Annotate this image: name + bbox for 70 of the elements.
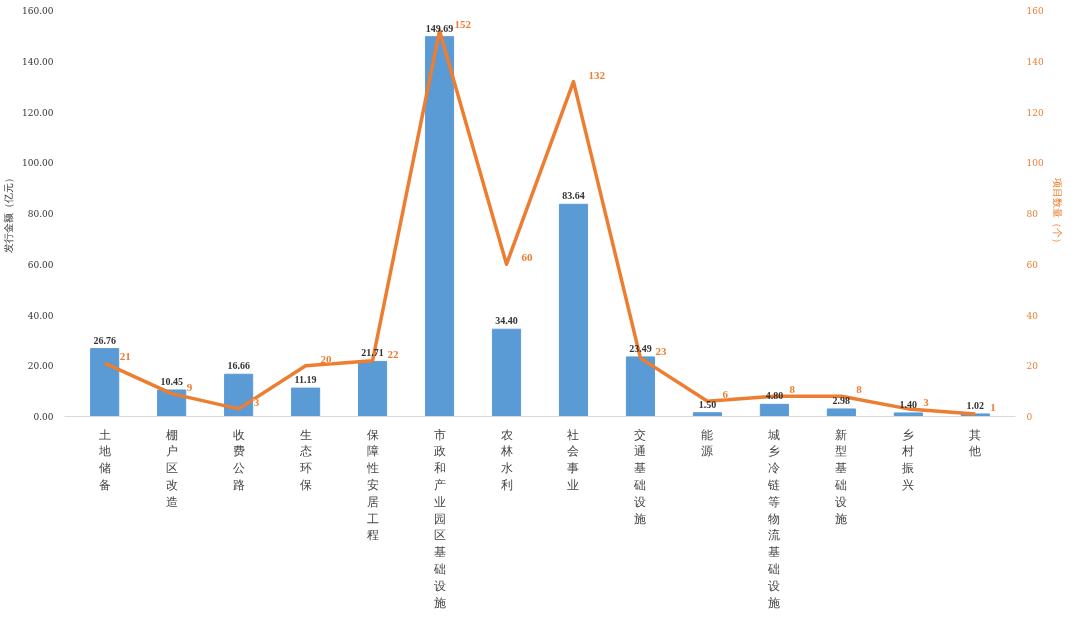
data-label: 1 xyxy=(990,400,996,413)
y2-tick-label: 0 xyxy=(1026,412,1033,422)
y-tick-label: 100.00 xyxy=(22,158,54,169)
x-tick-label: 能源 xyxy=(701,427,714,459)
x-tick-label: 收费公路 xyxy=(232,427,245,492)
data-label: 3 xyxy=(923,395,930,408)
y2-axis-title: 项目数量（个） xyxy=(1051,178,1063,249)
y-axis-title: 发行金额（亿元） xyxy=(3,173,15,254)
y2-tick-label: 140 xyxy=(1026,56,1044,67)
y-tick-label: 160.00 xyxy=(22,6,54,16)
bar xyxy=(291,387,321,417)
data-label: 9 xyxy=(186,380,193,393)
y2-tick-label: 80 xyxy=(1026,209,1039,219)
bar xyxy=(826,408,856,417)
x-tick-label: 新型基础设施 xyxy=(834,427,848,526)
data-label: 20 xyxy=(320,352,333,365)
y2-tick-label: 100 xyxy=(1026,158,1044,169)
category-label: 城乡冷链等物流基础设施 xyxy=(768,427,781,610)
x-tick-label: 土地储备 xyxy=(97,427,111,492)
data-label: 22 xyxy=(387,347,400,360)
bar xyxy=(358,360,388,417)
y2-tick-label: 40 xyxy=(1026,310,1039,321)
data-label: 132 xyxy=(588,68,606,81)
data-label: 26.76 xyxy=(93,334,116,346)
x-tick-label: 社会事业 xyxy=(567,427,580,492)
x-tick-label: 生态环保 xyxy=(298,427,312,492)
y-tick-label: 40.00 xyxy=(27,310,54,321)
bar xyxy=(759,403,789,417)
y-tick-label: 120.00 xyxy=(22,107,54,118)
data-label: 3 xyxy=(253,395,260,408)
y-tick-label: 20.00 xyxy=(27,361,54,372)
data-label: 11.19 xyxy=(294,374,317,386)
data-label: 34.40 xyxy=(495,315,518,327)
bar xyxy=(893,412,923,417)
y2-tick-label: 60 xyxy=(1026,259,1039,270)
x-tick-label: 交通基础设施 xyxy=(633,427,647,526)
bar xyxy=(692,412,722,417)
x-tick-label: 农林水利 xyxy=(499,427,513,492)
data-label: 21 xyxy=(119,350,131,363)
bar xyxy=(424,36,455,417)
y-tick-label: 0.00 xyxy=(33,412,54,422)
data-label: 1.40 xyxy=(899,398,918,410)
x-tick-label: 其他 xyxy=(969,427,982,459)
y2-tick-label: 20 xyxy=(1026,361,1039,372)
y-tick-label: 80.00 xyxy=(27,209,54,219)
data-label: 1.02 xyxy=(966,399,985,411)
data-label: 23 xyxy=(655,345,667,358)
x-tick-label: 乡村振兴 xyxy=(901,427,915,492)
category-label: 市政和产业园区基础设施 xyxy=(433,427,446,610)
data-label: 8 xyxy=(856,383,863,396)
y-tick-label: 60.00 xyxy=(27,259,54,270)
y2-tick-label: 160 xyxy=(1026,6,1044,16)
y2-tick-label: 120 xyxy=(1026,107,1044,118)
data-label: 60 xyxy=(521,251,534,264)
data-label: 2.98 xyxy=(832,394,851,406)
data-label: 1.50 xyxy=(698,398,717,410)
bar xyxy=(90,348,120,417)
data-label: 83.64 xyxy=(562,190,585,202)
x-tick-label: 保障性安居工程 xyxy=(365,427,379,543)
data-label: 16.66 xyxy=(227,360,250,372)
bar xyxy=(491,328,522,417)
y-tick-label: 140.00 xyxy=(22,56,54,67)
bar xyxy=(558,203,589,417)
data-label: 6 xyxy=(722,388,729,401)
x-tick-label: 棚户区改造 xyxy=(165,427,178,509)
data-label: 149.69 xyxy=(425,22,454,34)
data-label: 10.45 xyxy=(160,375,183,387)
data-label: 8 xyxy=(789,383,796,396)
data-label: 152 xyxy=(454,17,472,30)
bar xyxy=(625,356,656,417)
